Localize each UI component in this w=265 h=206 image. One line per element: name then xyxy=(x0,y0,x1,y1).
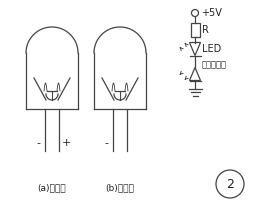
Bar xyxy=(191,22,200,36)
Text: (a)发射管: (a)发射管 xyxy=(38,183,66,192)
Text: +5V: +5V xyxy=(201,8,222,18)
Text: -: - xyxy=(36,138,40,148)
Text: 被测红外管: 被测红外管 xyxy=(202,61,227,69)
Text: R: R xyxy=(202,25,209,34)
Text: LED: LED xyxy=(202,44,221,54)
Text: 2: 2 xyxy=(226,178,234,191)
Text: -: - xyxy=(104,138,108,148)
Text: +: + xyxy=(61,138,71,148)
Text: (b)接收管: (b)接收管 xyxy=(105,183,134,192)
